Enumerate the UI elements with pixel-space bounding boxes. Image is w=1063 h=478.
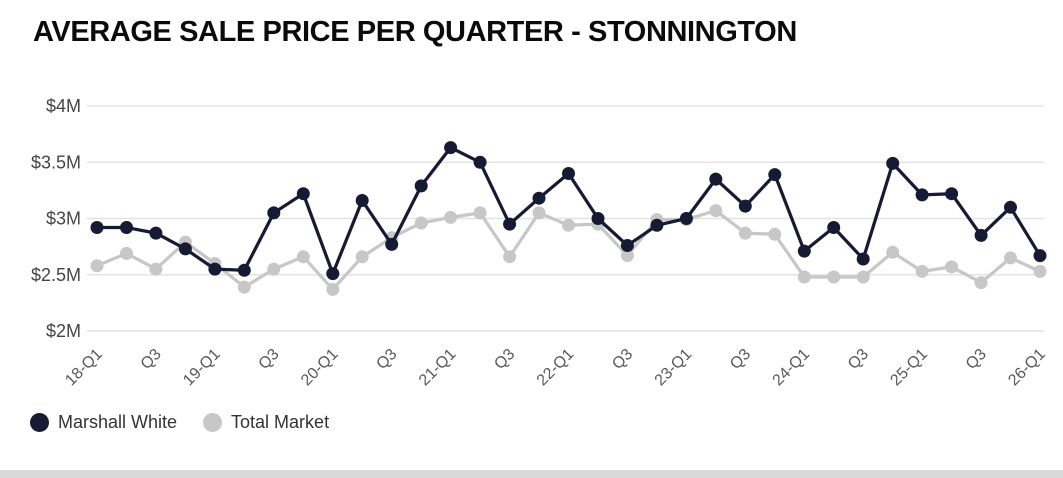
x-axis-tick-label: Q3 xyxy=(609,346,636,373)
x-axis-tick-label: 26-Q1 xyxy=(1005,346,1049,390)
data-point xyxy=(650,218,664,232)
data-point xyxy=(120,246,133,260)
x-axis-tick-label: 20-Q1 xyxy=(298,346,342,390)
x-axis-tick-label: Q3 xyxy=(256,346,283,373)
x-axis-tick-label: Q3 xyxy=(491,346,518,373)
legend-label: Marshall White xyxy=(58,412,178,432)
data-point xyxy=(709,172,723,186)
y-axis-tick-label: $2M xyxy=(46,321,81,341)
data-point xyxy=(915,188,929,202)
total-market-dot-icon xyxy=(203,413,223,432)
data-point xyxy=(296,187,310,201)
data-point xyxy=(620,239,634,252)
x-axis-tick-label: Q3 xyxy=(373,346,400,373)
x-axis-tick-label: 22-Q1 xyxy=(534,346,578,390)
data-point xyxy=(267,206,281,220)
data-point xyxy=(856,270,870,284)
data-point xyxy=(915,264,929,278)
data-point xyxy=(562,167,575,180)
x-axis-tick-label: Q3 xyxy=(963,346,990,373)
marshall-white-dot-icon xyxy=(30,413,49,432)
data-point xyxy=(178,242,192,256)
x-axis-tick-label: Q3 xyxy=(138,346,165,373)
data-point xyxy=(237,280,251,294)
data-point xyxy=(267,262,281,276)
data-point xyxy=(90,259,104,273)
data-point xyxy=(974,228,988,242)
data-point xyxy=(1004,251,1017,265)
data-point xyxy=(444,141,458,155)
data-point xyxy=(945,187,959,201)
page-title: AVERAGE SALE PRICE PER QUARTER - STONNIN… xyxy=(33,16,797,48)
data-point xyxy=(768,227,782,241)
x-axis-tick-label: 19-Q1 xyxy=(180,346,224,390)
data-point xyxy=(591,212,605,225)
data-point xyxy=(1033,249,1047,263)
data-point xyxy=(355,250,369,264)
legend-label: Total Market xyxy=(231,412,330,432)
data-point xyxy=(679,212,693,225)
data-point xyxy=(768,168,782,182)
data-point xyxy=(90,221,104,234)
data-point xyxy=(355,194,369,207)
data-point xyxy=(562,218,575,232)
data-point xyxy=(1033,264,1047,278)
data-point xyxy=(945,260,959,274)
data-point xyxy=(414,179,428,193)
data-point xyxy=(296,250,310,264)
data-point xyxy=(414,216,428,230)
x-axis-tick-label: 18-Q1 xyxy=(62,346,106,390)
data-point xyxy=(709,204,723,218)
line-chart: $2M $2.5M $3M $3.5M $4M 18-Q1 Q3 19-Q1 Q3 20-Q1 Q3… xyxy=(0,76,1063,408)
legend-item-total-market: Total Market xyxy=(203,412,329,433)
x-axis-tick-label: 24-Q1 xyxy=(770,346,814,390)
data-point xyxy=(797,270,811,284)
bottom-divider xyxy=(0,470,1063,478)
data-point xyxy=(237,263,251,277)
legend-item-marshall-white: Marshall White xyxy=(30,412,177,433)
data-point xyxy=(503,217,517,231)
y-axis-tick-label: $4M xyxy=(46,96,81,116)
x-axis-tick-label: 23-Q1 xyxy=(652,346,696,390)
y-axis-tick-label: $3M xyxy=(46,209,81,229)
data-point xyxy=(149,226,163,240)
y-axis-tick-label: $3.5M xyxy=(31,152,81,172)
y-axis-tick-label: $2.5M xyxy=(31,265,81,285)
data-point xyxy=(208,262,222,276)
data-point xyxy=(620,249,634,263)
data-point xyxy=(738,226,752,240)
data-point xyxy=(503,250,517,264)
data-point xyxy=(444,210,458,224)
data-point xyxy=(856,252,870,266)
data-point xyxy=(1004,200,1017,214)
x-axis-tick-label: Q3 xyxy=(845,346,872,373)
chart-canvas: $2M $2.5M $3M $3.5M $4M 18-Q1 Q3 19-Q1 Q3 20-Q1 Q3… xyxy=(31,96,1049,390)
data-point xyxy=(149,262,163,276)
data-point xyxy=(886,245,900,259)
data-point xyxy=(797,244,811,258)
data-point xyxy=(473,206,487,220)
chart-legend: Marshall White Total Market xyxy=(30,412,329,433)
data-point xyxy=(473,155,487,169)
data-point xyxy=(385,237,399,251)
data-point xyxy=(886,156,900,170)
data-point xyxy=(120,221,133,234)
x-axis-tick-label: 25-Q1 xyxy=(887,346,931,390)
data-point xyxy=(827,221,841,234)
data-point xyxy=(974,276,988,290)
data-point xyxy=(827,270,841,284)
data-point xyxy=(326,282,340,296)
x-axis-tick-label: 21-Q1 xyxy=(416,346,460,390)
data-point xyxy=(532,206,546,220)
data-point xyxy=(532,191,546,205)
data-point xyxy=(738,199,752,213)
data-point xyxy=(326,267,340,281)
x-axis-tick-label: Q3 xyxy=(727,346,754,373)
